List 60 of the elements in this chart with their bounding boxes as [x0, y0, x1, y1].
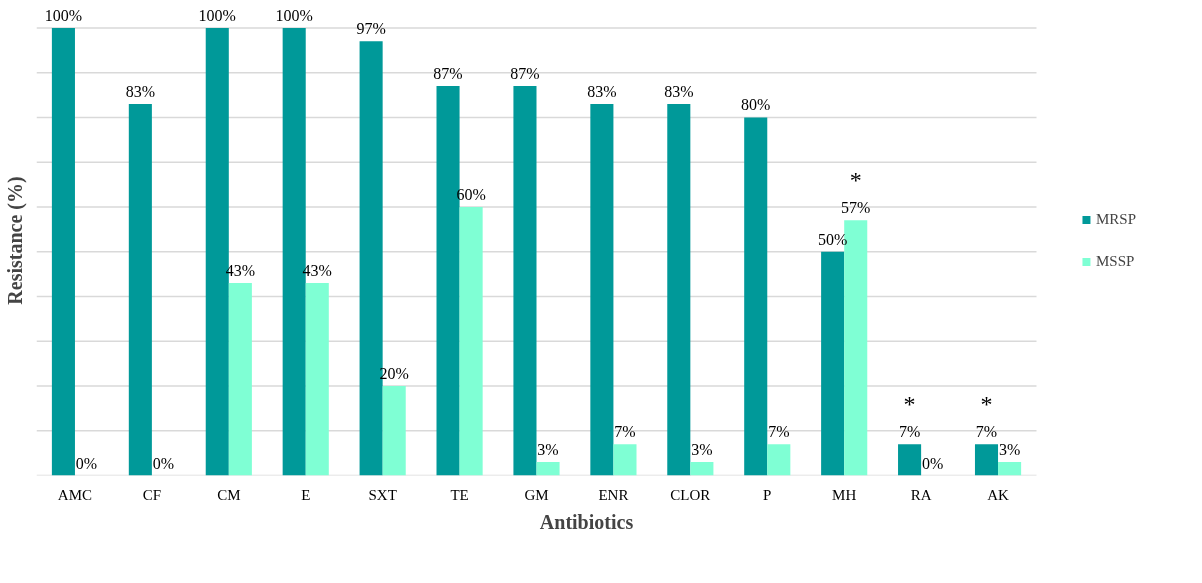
data-label: 80%: [741, 96, 771, 114]
data-label: 100%: [198, 6, 236, 24]
data-label: 7%: [975, 423, 998, 441]
data-label: 3%: [537, 441, 559, 459]
data-label: 7%: [614, 423, 636, 441]
annotation: *: [903, 391, 916, 418]
bar: [974, 444, 999, 476]
bar: [128, 103, 152, 476]
bar: [51, 27, 75, 476]
x-tick-label: AK: [987, 486, 1010, 503]
x-tick-label: SXT: [368, 486, 397, 503]
x-tick-label: CLOR: [670, 486, 711, 503]
bar: [998, 462, 1022, 476]
x-tick-label: P: [763, 486, 772, 503]
data-label: 97%: [356, 20, 386, 38]
legend-label: MSSP: [1095, 252, 1135, 270]
bar: [667, 103, 691, 476]
data-label: 87%: [510, 65, 540, 83]
data-label: 83%: [664, 82, 694, 100]
annotation: *: [980, 391, 993, 418]
data-label: 57%: [841, 199, 871, 217]
data-label: 83%: [125, 82, 156, 100]
data-label: 0%: [921, 454, 944, 472]
bar: [767, 444, 791, 476]
x-axis-title: Antibiotics: [539, 510, 634, 533]
x-tick-label: AMC: [57, 486, 93, 503]
annotation: *: [849, 167, 862, 194]
bar: [305, 283, 329, 476]
bar: [228, 283, 252, 476]
x-tick-label: CF: [142, 486, 162, 503]
bar: [459, 206, 483, 476]
x-tick-label: RA: [910, 486, 932, 503]
data-label: 7%: [768, 423, 790, 441]
bar: [382, 385, 406, 476]
bar: [821, 251, 845, 476]
bar: [513, 86, 537, 476]
x-tick-label: E: [301, 486, 311, 503]
bar: [690, 462, 714, 476]
data-label: 100%: [275, 6, 313, 24]
data-label: 7%: [898, 423, 921, 441]
x-tick-label: MH: [832, 486, 857, 503]
data-label: 3%: [691, 441, 713, 459]
x-tick-label: ENR: [598, 486, 629, 503]
data-label: 100%: [44, 6, 83, 24]
data-label: 3%: [998, 441, 1021, 459]
data-label: 87%: [433, 65, 463, 83]
data-label: 0%: [75, 454, 98, 472]
bar: [536, 462, 560, 476]
bar: [590, 103, 614, 476]
legend-label: MRSP: [1095, 210, 1136, 228]
y-axis-title: Resistance (%): [3, 176, 27, 305]
x-tick-label: TE: [450, 486, 469, 503]
bar: [744, 117, 768, 476]
data-label: 0%: [152, 454, 175, 472]
data-label: 50%: [817, 230, 848, 248]
x-tick-label: CM: [217, 486, 241, 503]
x-tick-label: GM: [524, 486, 549, 503]
bar: [613, 444, 637, 476]
bar: [898, 444, 922, 476]
data-label: 83%: [587, 82, 617, 100]
